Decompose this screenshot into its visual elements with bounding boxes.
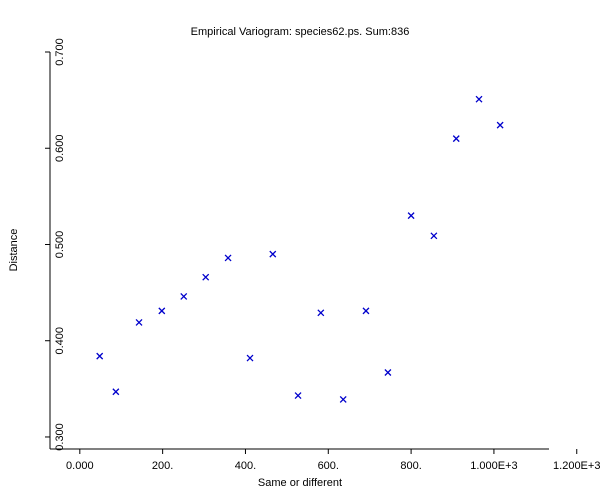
point [112,388,120,396]
point [317,309,325,317]
x-tick-label: 400. [235,460,256,472]
point [135,318,143,326]
point [180,292,188,300]
x-tick-label: 1.200E+3 [553,460,600,472]
point [339,395,347,403]
point [269,250,277,258]
point [362,307,370,315]
point [246,354,254,362]
x-tick-label: 200. [152,460,173,472]
x-tick-label: 800. [400,460,421,472]
point [202,273,210,281]
point [96,352,104,360]
point [158,307,166,315]
point [407,212,415,220]
y-tick-label: 0.600 [54,134,66,162]
chart-title: Empirical Variogram: species62.ps. Sum:8… [191,26,410,38]
point [452,135,460,143]
y-tick-label: 0.400 [54,327,66,355]
point [384,369,392,376]
x-tick-label: 0.000 [66,460,94,472]
point [496,121,504,129]
point [475,95,483,103]
y-axis-label: Distance [8,229,20,272]
point [294,392,302,400]
x-tick-label: 600. [318,460,339,472]
y-tick-label: 0.500 [54,231,66,259]
y-tick-label: 0.700 [54,38,66,66]
x-axis-label: Same or different [258,477,342,489]
point [430,232,438,240]
x-tick-label: 1.000E+3 [470,460,517,472]
y-tick-label: 0.300 [54,423,66,451]
point [224,254,232,262]
